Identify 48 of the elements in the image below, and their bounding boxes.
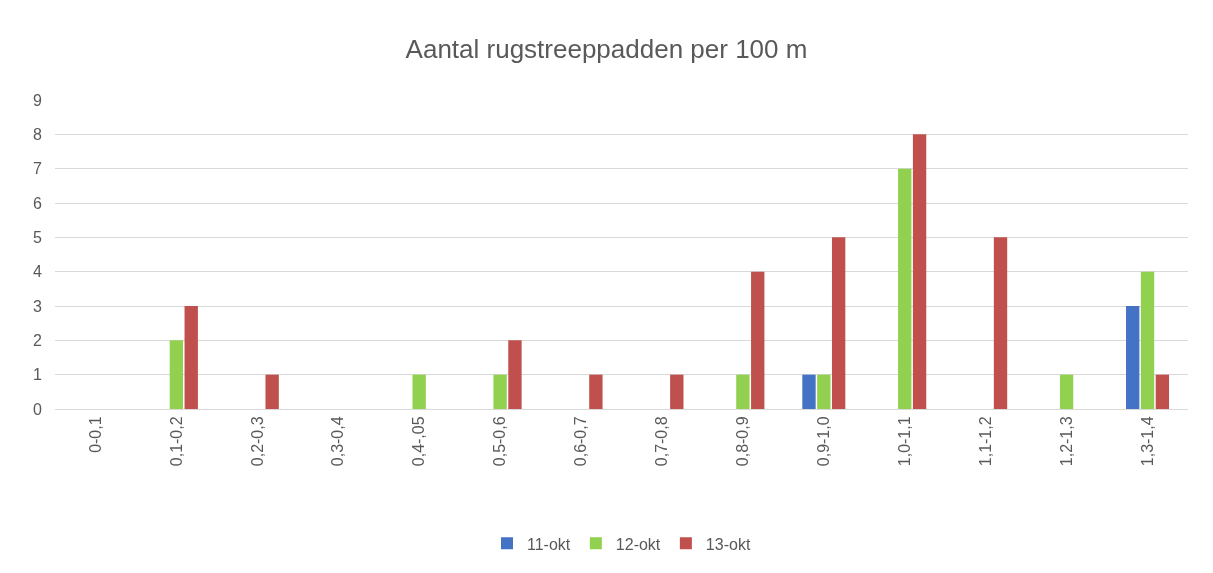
y-tick-label: 2 xyxy=(33,331,43,349)
bar xyxy=(508,340,522,409)
bar xyxy=(993,237,1008,409)
bar xyxy=(1155,374,1170,409)
x-tick-label: 0,9-1,0 xyxy=(815,416,833,467)
legend-label: 13-okt xyxy=(705,535,751,553)
y-tick-label: 3 xyxy=(33,297,43,315)
bar xyxy=(265,374,279,409)
bar xyxy=(589,374,603,409)
bar xyxy=(1126,306,1140,409)
bar xyxy=(817,374,831,409)
bar xyxy=(898,168,912,409)
y-tick-label: 8 xyxy=(33,125,43,143)
chart-title: Aantal rugstreeppadden per 100 m xyxy=(405,34,808,65)
x-tick-label: 0,4-,05 xyxy=(410,416,428,467)
legend-label: 12-okt xyxy=(615,535,661,553)
x-tick-label: 0,7-0,8 xyxy=(653,416,671,467)
x-tick-label: 0,2-0,3 xyxy=(248,416,266,467)
x-tick-label: 1,1-1,2 xyxy=(976,416,994,467)
y-tick-label: 1 xyxy=(33,366,43,384)
bar xyxy=(831,237,846,409)
x-tick-label: 1,3-1,4 xyxy=(1138,416,1156,467)
bar xyxy=(1059,374,1074,409)
x-tick-label: 0-0,1 xyxy=(86,416,104,453)
y-tick-label: 5 xyxy=(33,228,43,246)
x-tick-label: 0,6-0,7 xyxy=(572,416,590,467)
x-tick-label: 0,1-0,2 xyxy=(167,416,185,467)
bar xyxy=(912,134,927,409)
y-tick-label: 9 xyxy=(33,91,43,109)
legend-label: 11-okt xyxy=(527,535,571,553)
bar xyxy=(736,374,750,409)
x-tick-label: 1,2-1,3 xyxy=(1057,416,1075,467)
x-tick-label: 0,3-0,4 xyxy=(329,416,347,467)
y-tick-label: 7 xyxy=(33,160,43,178)
bar xyxy=(169,340,184,409)
bar xyxy=(751,271,765,409)
bar xyxy=(670,374,684,409)
x-tick-label: 0,5-0,6 xyxy=(491,416,509,467)
bar xyxy=(1140,271,1155,409)
bar xyxy=(493,374,507,409)
y-tick-label: 0 xyxy=(33,400,43,418)
bar xyxy=(184,306,198,409)
x-tick-label: 0,8-0,9 xyxy=(734,416,752,467)
bar xyxy=(412,374,426,409)
y-tick-label: 4 xyxy=(33,263,43,281)
x-tick-label: 1,0-1,1 xyxy=(895,416,913,467)
y-tick-label: 6 xyxy=(33,194,43,212)
bar xyxy=(802,374,816,409)
